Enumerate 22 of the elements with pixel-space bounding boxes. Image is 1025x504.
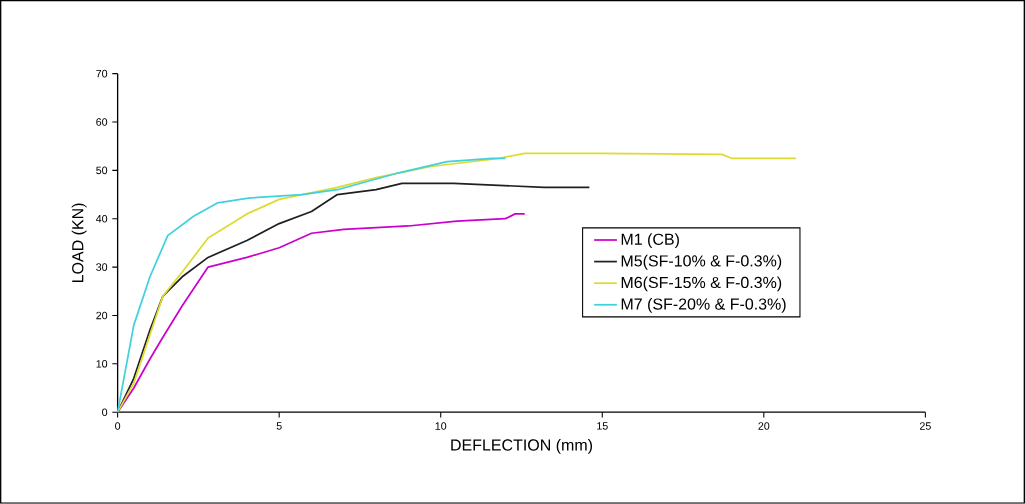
- y-tick-label: 20: [96, 311, 108, 320]
- line-series: [116, 157, 507, 414]
- legend-label: M6(SF-15% & F-0.3%): [621, 276, 782, 292]
- y-axis-title: LOAD (KN): [71, 203, 87, 283]
- x-tick-label: 0: [115, 422, 121, 430]
- x-tick-label: 25: [919, 422, 931, 430]
- y-tick-label: 50: [96, 166, 108, 175]
- x-tick-label: 5: [276, 422, 282, 430]
- legend-label: M7 (SF-20% & F-0.3%): [621, 298, 786, 313]
- y-tick-label: 40: [95, 215, 108, 223]
- y-tick-label: 70: [96, 69, 108, 78]
- x-tick-label: 15: [597, 422, 608, 430]
- y-tick-label: 60: [96, 118, 108, 126]
- legend-label: M5(SF-10% & F-0.3%): [621, 254, 782, 270]
- x-tick-label: 10: [435, 422, 447, 430]
- y-tick-label: 0: [102, 408, 108, 417]
- y-tick-label: 30: [96, 263, 108, 271]
- x-tick-label: 20: [758, 422, 770, 430]
- line-series: [116, 152, 797, 414]
- legend-label: M1 (CB): [621, 233, 679, 249]
- y-tick-label: 10: [96, 360, 108, 368]
- x-axis-title: DEFLECTION (mm): [451, 439, 593, 454]
